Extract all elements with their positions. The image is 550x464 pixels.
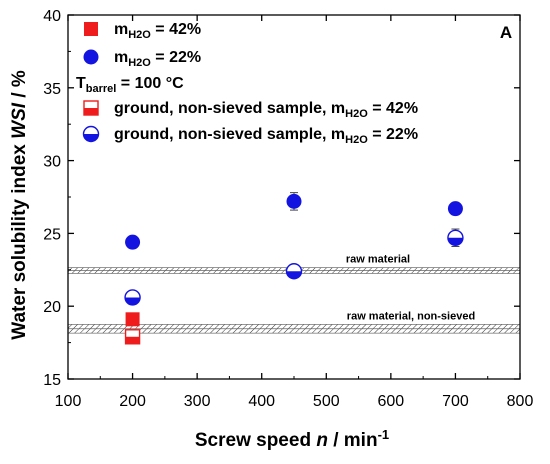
legend-label-text: ground, non-sieved sample, m xyxy=(114,126,345,143)
marker-fill xyxy=(125,336,140,344)
legend-label-text: m xyxy=(114,49,128,66)
legend-label-text: ground, non-sieved sample, m xyxy=(114,100,345,117)
x-tick-label: 700 xyxy=(442,393,469,410)
y-tick-label: 25 xyxy=(43,226,61,243)
legend-label-value: = 42% xyxy=(151,21,201,38)
y-axis-title-main: Water solubility index xyxy=(9,139,30,340)
x-tick-label: 200 xyxy=(119,393,146,410)
y-tick-label: 40 xyxy=(43,8,61,25)
marker-fill xyxy=(447,237,463,246)
marker-shape xyxy=(286,193,302,209)
legend-marker xyxy=(83,49,99,65)
legend-label-subscript: H2O xyxy=(345,134,368,146)
x-tick-label: 400 xyxy=(248,393,275,410)
legend-label: ground, non-sieved sample, mH2O = 22% xyxy=(114,126,418,146)
legend: mH2O = 42%mH2O = 22%Tbarrel = 100 °Cgrou… xyxy=(76,21,418,146)
legend-label-subscript: H2O xyxy=(345,108,368,120)
marker-fill xyxy=(286,271,302,279)
legend-label-subscript: H2O xyxy=(128,57,151,69)
data-point xyxy=(286,193,302,209)
panel-label: A xyxy=(500,23,512,42)
data-point xyxy=(447,229,464,246)
marker-shape xyxy=(125,312,140,327)
y-axis-title: Water solubility index WSI / % xyxy=(9,70,30,340)
x-axis-title-unit-exponent: -1 xyxy=(378,427,390,442)
x-axis-title-unit: / min xyxy=(328,430,378,451)
axes: 100 200 300 400 500 600 700 800 15 20 25 30 35 40 xyxy=(43,8,533,410)
legend-label-value: = 42% xyxy=(368,100,418,117)
legend-label-text: T xyxy=(76,75,86,92)
legend-entry: mH2O = 22% xyxy=(83,49,201,69)
x-tick-label: 600 xyxy=(378,393,405,410)
legend-marker xyxy=(84,22,98,36)
legend-entry: mH2O = 42% xyxy=(84,21,201,41)
data-point xyxy=(125,312,140,327)
reference-band-label: raw material xyxy=(346,254,410,266)
x-tick-label: 100 xyxy=(55,393,82,410)
marker-shape xyxy=(125,234,141,250)
y-tick-label: 30 xyxy=(43,154,61,171)
legend-label: mH2O = 22% xyxy=(114,49,201,69)
marker-shape xyxy=(83,49,99,65)
marker-shape xyxy=(447,201,463,217)
legend-entry: ground, non-sieved sample, mH2O = 42% xyxy=(83,100,418,120)
y-axis-title-var: WSI xyxy=(9,102,30,139)
legend-label-value: = 100 °C xyxy=(116,75,184,92)
x-axis-title: Screw speed n / min-1 xyxy=(195,427,389,451)
marker-fill xyxy=(125,297,141,305)
data-point xyxy=(124,329,141,345)
marker-fill xyxy=(84,108,98,115)
legend-entry: ground, non-sieved sample, mH2O = 22% xyxy=(82,125,418,146)
data-point xyxy=(285,263,303,280)
legend-label: Tbarrel = 100 °C xyxy=(76,75,184,95)
data-point xyxy=(124,289,141,306)
legend-label: ground, non-sieved sample, mH2O = 42% xyxy=(114,100,418,120)
y-tick-label: 20 xyxy=(43,299,61,316)
legend-label-value: = 22% xyxy=(368,126,418,143)
reference-band-label: raw material, non-sieved xyxy=(347,310,475,322)
y-tick-label: 15 xyxy=(43,372,61,389)
marker-shape xyxy=(84,22,98,36)
x-tick-label: 500 xyxy=(313,393,340,410)
legend-label-value: = 22% xyxy=(151,49,201,66)
x-axis-title-main: Screw speed xyxy=(195,430,316,451)
legend-label: mH2O = 42% xyxy=(114,21,201,41)
data-point xyxy=(125,234,141,250)
x-tick-label: 800 xyxy=(507,393,534,410)
y-axis-title-unit: / % xyxy=(9,70,30,103)
x-tick-label: 300 xyxy=(184,393,211,410)
legend-marker xyxy=(83,100,99,116)
x-axis-title-var: n xyxy=(316,430,328,451)
legend-entry: Tbarrel = 100 °C xyxy=(76,75,184,95)
data-point xyxy=(447,201,463,217)
legend-label-subscript: barrel xyxy=(86,83,117,95)
marker-fill xyxy=(83,134,99,142)
legend-marker xyxy=(82,125,100,143)
y-tick-label: 35 xyxy=(43,81,61,98)
legend-label-text: m xyxy=(114,21,128,38)
legend-label-subscript: H2O xyxy=(128,29,151,41)
data-points xyxy=(124,192,464,345)
